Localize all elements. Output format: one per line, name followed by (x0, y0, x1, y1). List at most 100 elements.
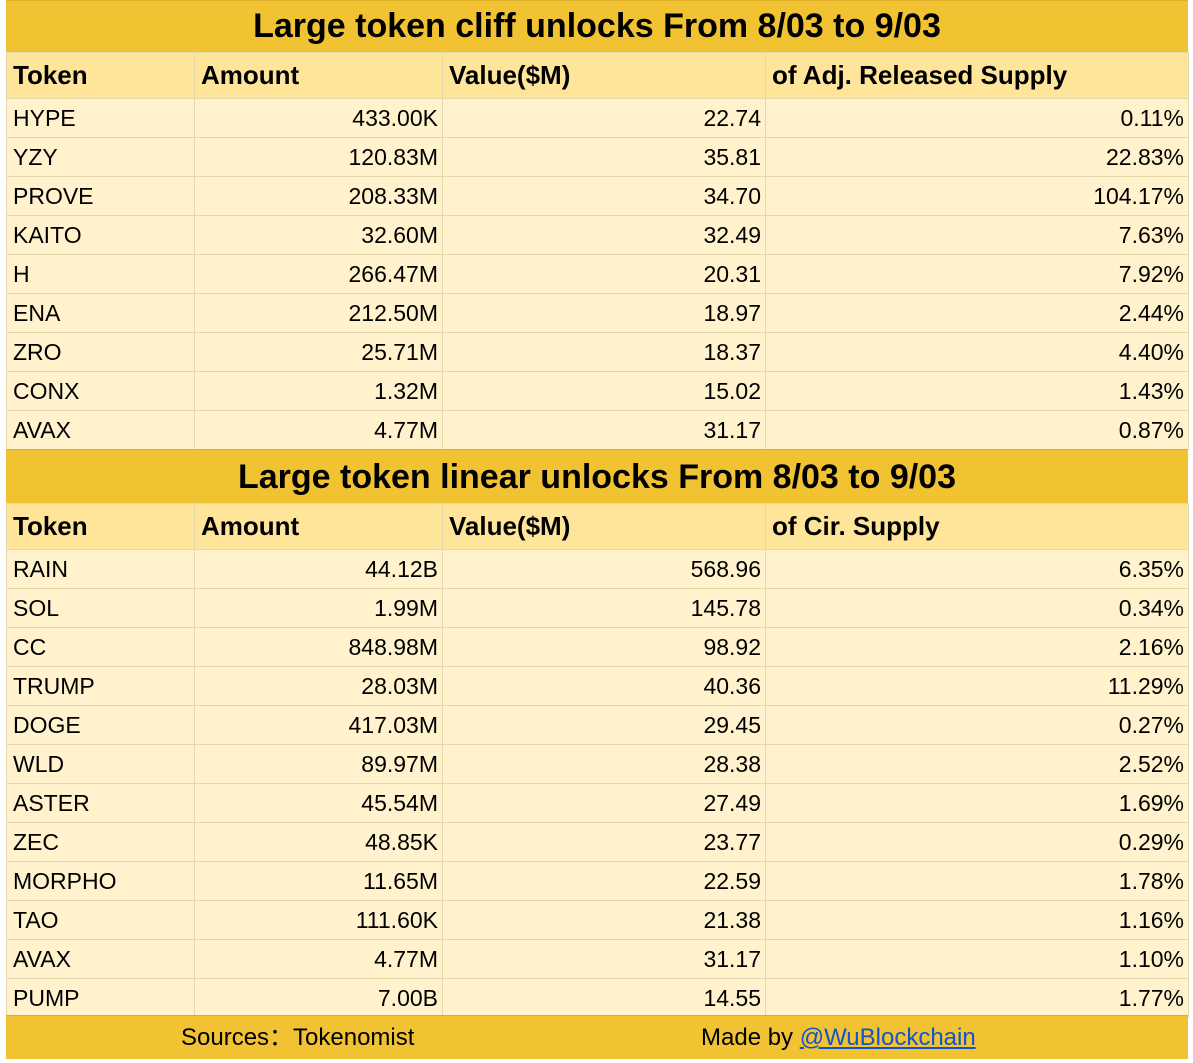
cell-token[interactable]: HYPE (6, 98, 195, 138)
cell-value[interactable]: 40.36 (442, 666, 766, 706)
cell-supply-pct[interactable]: 0.27% (765, 705, 1189, 745)
header-value[interactable]: Value($M) (442, 503, 766, 550)
cell-token[interactable]: ENA (6, 293, 195, 333)
cell-supply-pct[interactable]: 2.44% (765, 293, 1189, 333)
cell-token[interactable]: DOGE (6, 705, 195, 745)
cell-amount[interactable]: 7.00B (194, 978, 443, 1018)
header-supply-pct[interactable]: of Cir. Supply (765, 503, 1189, 550)
cell-supply-pct[interactable]: 22.83% (765, 137, 1189, 177)
cell-token[interactable]: TAO (6, 900, 195, 940)
cell-token[interactable]: RAIN (6, 549, 195, 589)
cell-supply-pct[interactable]: 6.35% (765, 549, 1189, 589)
cell-supply-pct[interactable]: 1.10% (765, 939, 1189, 979)
cell-supply-pct[interactable]: 1.77% (765, 978, 1189, 1018)
cell-value[interactable]: 31.17 (442, 939, 766, 979)
header-supply-pct[interactable]: of Adj. Released Supply (765, 52, 1189, 99)
cell-supply-pct[interactable]: 0.11% (765, 98, 1189, 138)
cell-value[interactable]: 32.49 (442, 215, 766, 255)
cell-amount[interactable]: 417.03M (194, 705, 443, 745)
cell-value[interactable]: 31.17 (442, 410, 766, 450)
cell-amount[interactable]: 25.71M (194, 332, 443, 372)
cell-token[interactable]: PROVE (6, 176, 195, 216)
cell-value[interactable]: 98.92 (442, 627, 766, 667)
cell-amount[interactable]: 89.97M (194, 744, 443, 784)
cell-value[interactable]: 22.74 (442, 98, 766, 138)
cell-amount[interactable]: 1.99M (194, 588, 443, 628)
cell-token[interactable]: SOL (6, 588, 195, 628)
cell-supply-pct[interactable]: 1.78% (765, 861, 1189, 901)
cell-supply-pct[interactable]: 0.29% (765, 822, 1189, 862)
cell-amount[interactable]: 111.60K (194, 900, 443, 940)
cell-supply-pct[interactable]: 1.43% (765, 371, 1189, 411)
author-handle-link[interactable]: @WuBlockchain (799, 1024, 976, 1051)
cell-value[interactable]: 18.97 (442, 293, 766, 333)
cell-token[interactable]: AVAX (6, 410, 195, 450)
cell-token[interactable]: H (6, 254, 195, 294)
cell-value[interactable]: 35.81 (442, 137, 766, 177)
cell-value[interactable]: 15.02 (442, 371, 766, 411)
cell-amount[interactable]: 266.47M (194, 254, 443, 294)
table-row: WLD 89.97M 28.38 2.52% (6, 744, 1189, 784)
cell-token[interactable]: CC (6, 627, 195, 667)
table-row: HYPE 433.00K 22.74 0.11% (6, 98, 1189, 138)
linear-unlocks-title: Large token linear unlocks From 8/03 to … (6, 449, 1188, 503)
cell-token[interactable]: PUMP (6, 978, 195, 1018)
cell-value[interactable]: 27.49 (442, 783, 766, 823)
cell-supply-pct[interactable]: 4.40% (765, 332, 1189, 372)
cell-supply-pct[interactable]: 11.29% (765, 666, 1189, 706)
cell-amount[interactable]: 4.77M (194, 939, 443, 979)
cell-token[interactable]: ZRO (6, 332, 195, 372)
cell-value[interactable]: 568.96 (442, 549, 766, 589)
cell-supply-pct[interactable]: 1.69% (765, 783, 1189, 823)
cell-amount[interactable]: 28.03M (194, 666, 443, 706)
cell-supply-pct[interactable]: 2.52% (765, 744, 1189, 784)
cell-supply-pct[interactable]: 7.63% (765, 215, 1189, 255)
cell-amount[interactable]: 11.65M (194, 861, 443, 901)
cell-amount[interactable]: 848.98M (194, 627, 443, 667)
cell-amount[interactable]: 433.00K (194, 98, 443, 138)
header-token[interactable]: Token (6, 52, 195, 99)
header-amount[interactable]: Amount (194, 503, 443, 550)
cell-value[interactable]: 145.78 (442, 588, 766, 628)
cell-value[interactable]: 34.70 (442, 176, 766, 216)
cell-token[interactable]: ASTER (6, 783, 195, 823)
cell-token[interactable]: YZY (6, 137, 195, 177)
cell-value[interactable]: 22.59 (442, 861, 766, 901)
cell-token[interactable]: WLD (6, 744, 195, 784)
table-row: SOL 1.99M 145.78 0.34% (6, 588, 1189, 628)
cell-amount[interactable]: 120.83M (194, 137, 443, 177)
cell-value[interactable]: 23.77 (442, 822, 766, 862)
cell-amount[interactable]: 1.32M (194, 371, 443, 411)
cell-supply-pct[interactable]: 0.34% (765, 588, 1189, 628)
header-value[interactable]: Value($M) (442, 52, 766, 99)
cell-amount[interactable]: 45.54M (194, 783, 443, 823)
cell-value[interactable]: 21.38 (442, 900, 766, 940)
cell-value[interactable]: 29.45 (442, 705, 766, 745)
cell-value[interactable]: 20.31 (442, 254, 766, 294)
cell-token[interactable]: TRUMP (6, 666, 195, 706)
cell-supply-pct[interactable]: 1.16% (765, 900, 1189, 940)
cell-token[interactable]: KAITO (6, 215, 195, 255)
cell-supply-pct[interactable]: 0.87% (765, 410, 1189, 450)
header-token[interactable]: Token (6, 503, 195, 550)
cell-amount[interactable]: 48.85K (194, 822, 443, 862)
cell-amount[interactable]: 208.33M (194, 176, 443, 216)
cell-supply-pct[interactable]: 2.16% (765, 627, 1189, 667)
cell-amount[interactable]: 44.12B (194, 549, 443, 589)
cell-amount[interactable]: 212.50M (194, 293, 443, 333)
cell-supply-pct[interactable]: 104.17% (765, 176, 1189, 216)
made-by-text: Made by @WuBlockchain (701, 1016, 976, 1060)
cell-amount[interactable]: 4.77M (194, 410, 443, 450)
cell-token[interactable]: CONX (6, 371, 195, 411)
cell-token[interactable]: ZEC (6, 822, 195, 862)
cell-value[interactable]: 18.37 (442, 332, 766, 372)
table-row: H 266.47M 20.31 7.92% (6, 254, 1189, 294)
cell-supply-pct[interactable]: 7.92% (765, 254, 1189, 294)
cell-token[interactable]: AVAX (6, 939, 195, 979)
cell-value[interactable]: 28.38 (442, 744, 766, 784)
cell-token[interactable]: MORPHO (6, 861, 195, 901)
cell-amount[interactable]: 32.60M (194, 215, 443, 255)
header-amount[interactable]: Amount (194, 52, 443, 99)
cell-value[interactable]: 14.55 (442, 978, 766, 1018)
footer-bar: Sources：Tokenomist Made by @WuBlockchain (6, 1015, 1188, 1059)
